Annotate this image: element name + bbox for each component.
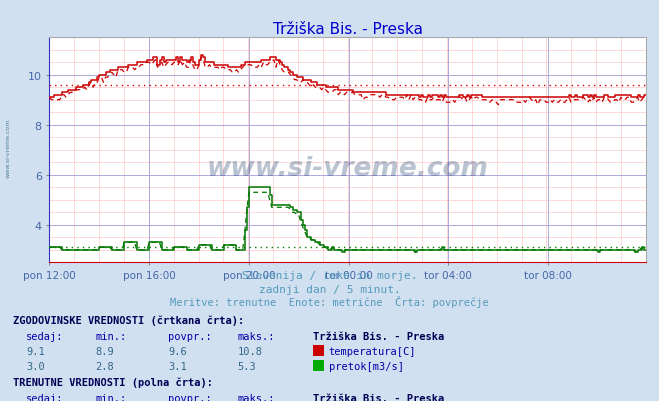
Text: sedaj:: sedaj:: [26, 393, 64, 401]
Text: www.si-vreme.com: www.si-vreme.com: [207, 155, 488, 181]
Text: pretok[m3/s]: pretok[m3/s]: [329, 361, 404, 371]
Text: temperatura[C]: temperatura[C]: [329, 346, 416, 356]
Text: povpr.:: povpr.:: [168, 393, 212, 401]
Text: Tržiška Bis. - Preska: Tržiška Bis. - Preska: [313, 331, 444, 341]
Text: 2.8: 2.8: [96, 361, 114, 371]
Text: 3.0: 3.0: [26, 361, 45, 371]
Text: min.:: min.:: [96, 331, 127, 341]
Text: povpr.:: povpr.:: [168, 331, 212, 341]
Text: min.:: min.:: [96, 393, 127, 401]
Text: zadnji dan / 5 minut.: zadnji dan / 5 minut.: [258, 285, 401, 295]
Text: 9.6: 9.6: [168, 346, 186, 356]
Text: 10.8: 10.8: [237, 346, 262, 356]
Text: maks.:: maks.:: [237, 393, 275, 401]
Text: 9.1: 9.1: [26, 346, 45, 356]
Text: TRENUTNE VREDNOSTI (polna črta):: TRENUTNE VREDNOSTI (polna črta):: [13, 377, 213, 387]
Text: 8.9: 8.9: [96, 346, 114, 356]
Title: Tržiška Bis. - Preska: Tržiška Bis. - Preska: [273, 22, 422, 37]
Text: 3.1: 3.1: [168, 361, 186, 371]
Text: 5.3: 5.3: [237, 361, 256, 371]
Text: Meritve: trenutne  Enote: metrične  Črta: povprečje: Meritve: trenutne Enote: metrične Črta: …: [170, 296, 489, 308]
Text: ZGODOVINSKE VREDNOSTI (črtkana črta):: ZGODOVINSKE VREDNOSTI (črtkana črta):: [13, 314, 244, 325]
Text: sedaj:: sedaj:: [26, 331, 64, 341]
Text: Tržiška Bis. - Preska: Tržiška Bis. - Preska: [313, 393, 444, 401]
Text: maks.:: maks.:: [237, 331, 275, 341]
Text: Slovenija / reke in morje.: Slovenija / reke in morje.: [242, 271, 417, 281]
Text: www.si-vreme.com: www.si-vreme.com: [5, 119, 11, 178]
